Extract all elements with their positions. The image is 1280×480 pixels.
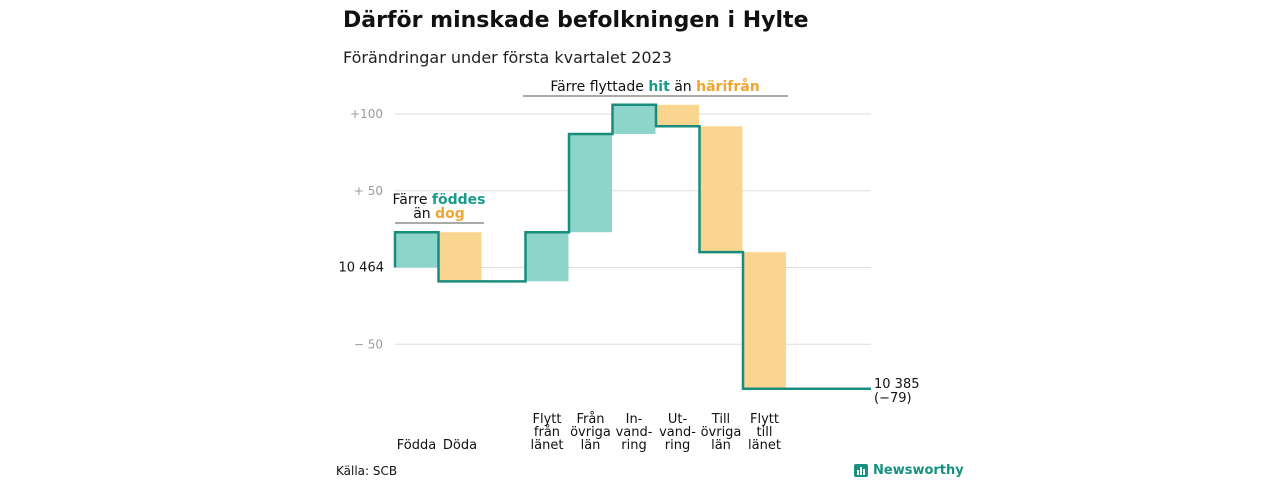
category-label-line: länet [531,438,564,453]
annotation-part: hit [648,79,670,95]
bar-decrease [699,126,743,253]
category-label-line: In- [626,412,643,427]
category-label: Flytt från länet [531,412,564,453]
category-label: Döda [443,438,477,453]
category-label-line: till [757,425,773,440]
category-label-line: Till [711,412,730,427]
annotation-text: än dog [413,206,465,222]
annotation-part: Färre flyttade [550,79,648,95]
bar-increase [525,232,569,282]
gridlines: +100 + 50 − 50 10 464 [339,107,871,351]
bar-increase [612,104,656,134]
category-label-line: vand- [659,425,696,440]
category-label-line: län [581,438,601,453]
annotation-part: föddes [432,192,486,208]
category-label: Ut-vand-ring [659,412,696,453]
category-label-line: övriga [570,425,611,440]
category-label-line: ring [621,438,646,453]
annotation-text: Färre flyttade hit än härifrån [550,78,759,95]
source-note: Källa: SCB [336,464,397,478]
category-label-line: Flytt [533,412,562,427]
bar-decrease [743,252,786,389]
chart-title: Därför minskade befolkningen i Hylte [343,8,809,33]
brand-logo: Newsworthy [854,463,964,478]
category-label-line: Från [576,412,604,427]
bar-decrease [438,232,482,282]
annotation-part: dog [435,206,465,222]
category-label: Från övriga län [570,412,611,453]
category-label-line: länet [748,438,781,453]
annotation-part: än [413,206,435,222]
bars [395,104,786,389]
category-label-line: Ut- [668,412,688,427]
annotation-text: Färre föddes [393,192,486,208]
annotation-part: Färre [393,192,432,208]
running-total-line: 10 385(−79) [393,103,920,406]
category-label: In-vand-ring [616,412,653,453]
end-change-label: (−79) [874,391,912,406]
y-tick-label: + 50 [354,184,383,198]
category-label-line: övriga [701,425,742,440]
category-label-line: län [711,438,731,453]
category-label-line: ring [665,438,690,453]
category-label-line: Döda [443,438,477,453]
annotation-part: än [670,79,696,95]
bar-decrease [656,104,699,127]
step-line [393,103,871,391]
end-value-label: 10 385 [874,377,920,392]
brand-name: Newsworthy [873,463,964,478]
category-label: Födda [397,438,436,453]
y-tick-label: +100 [350,107,383,121]
category-label-line: vand- [616,425,653,440]
annotation-part: härifrån [696,78,760,95]
baseline-label: 10 464 [339,261,385,276]
category-label-line: Födda [397,438,436,453]
category-label: Flytt till länet [748,412,781,453]
bar-increase [569,133,612,233]
category-label: Till övriga län [701,412,742,453]
y-tick-label: − 50 [354,337,383,351]
chart-subtitle: Förändringar under första kvartalet 2023 [343,48,672,67]
bar-increase [395,232,438,268]
category-label-line: från [534,425,560,440]
category-label-line: Flytt [750,412,779,427]
